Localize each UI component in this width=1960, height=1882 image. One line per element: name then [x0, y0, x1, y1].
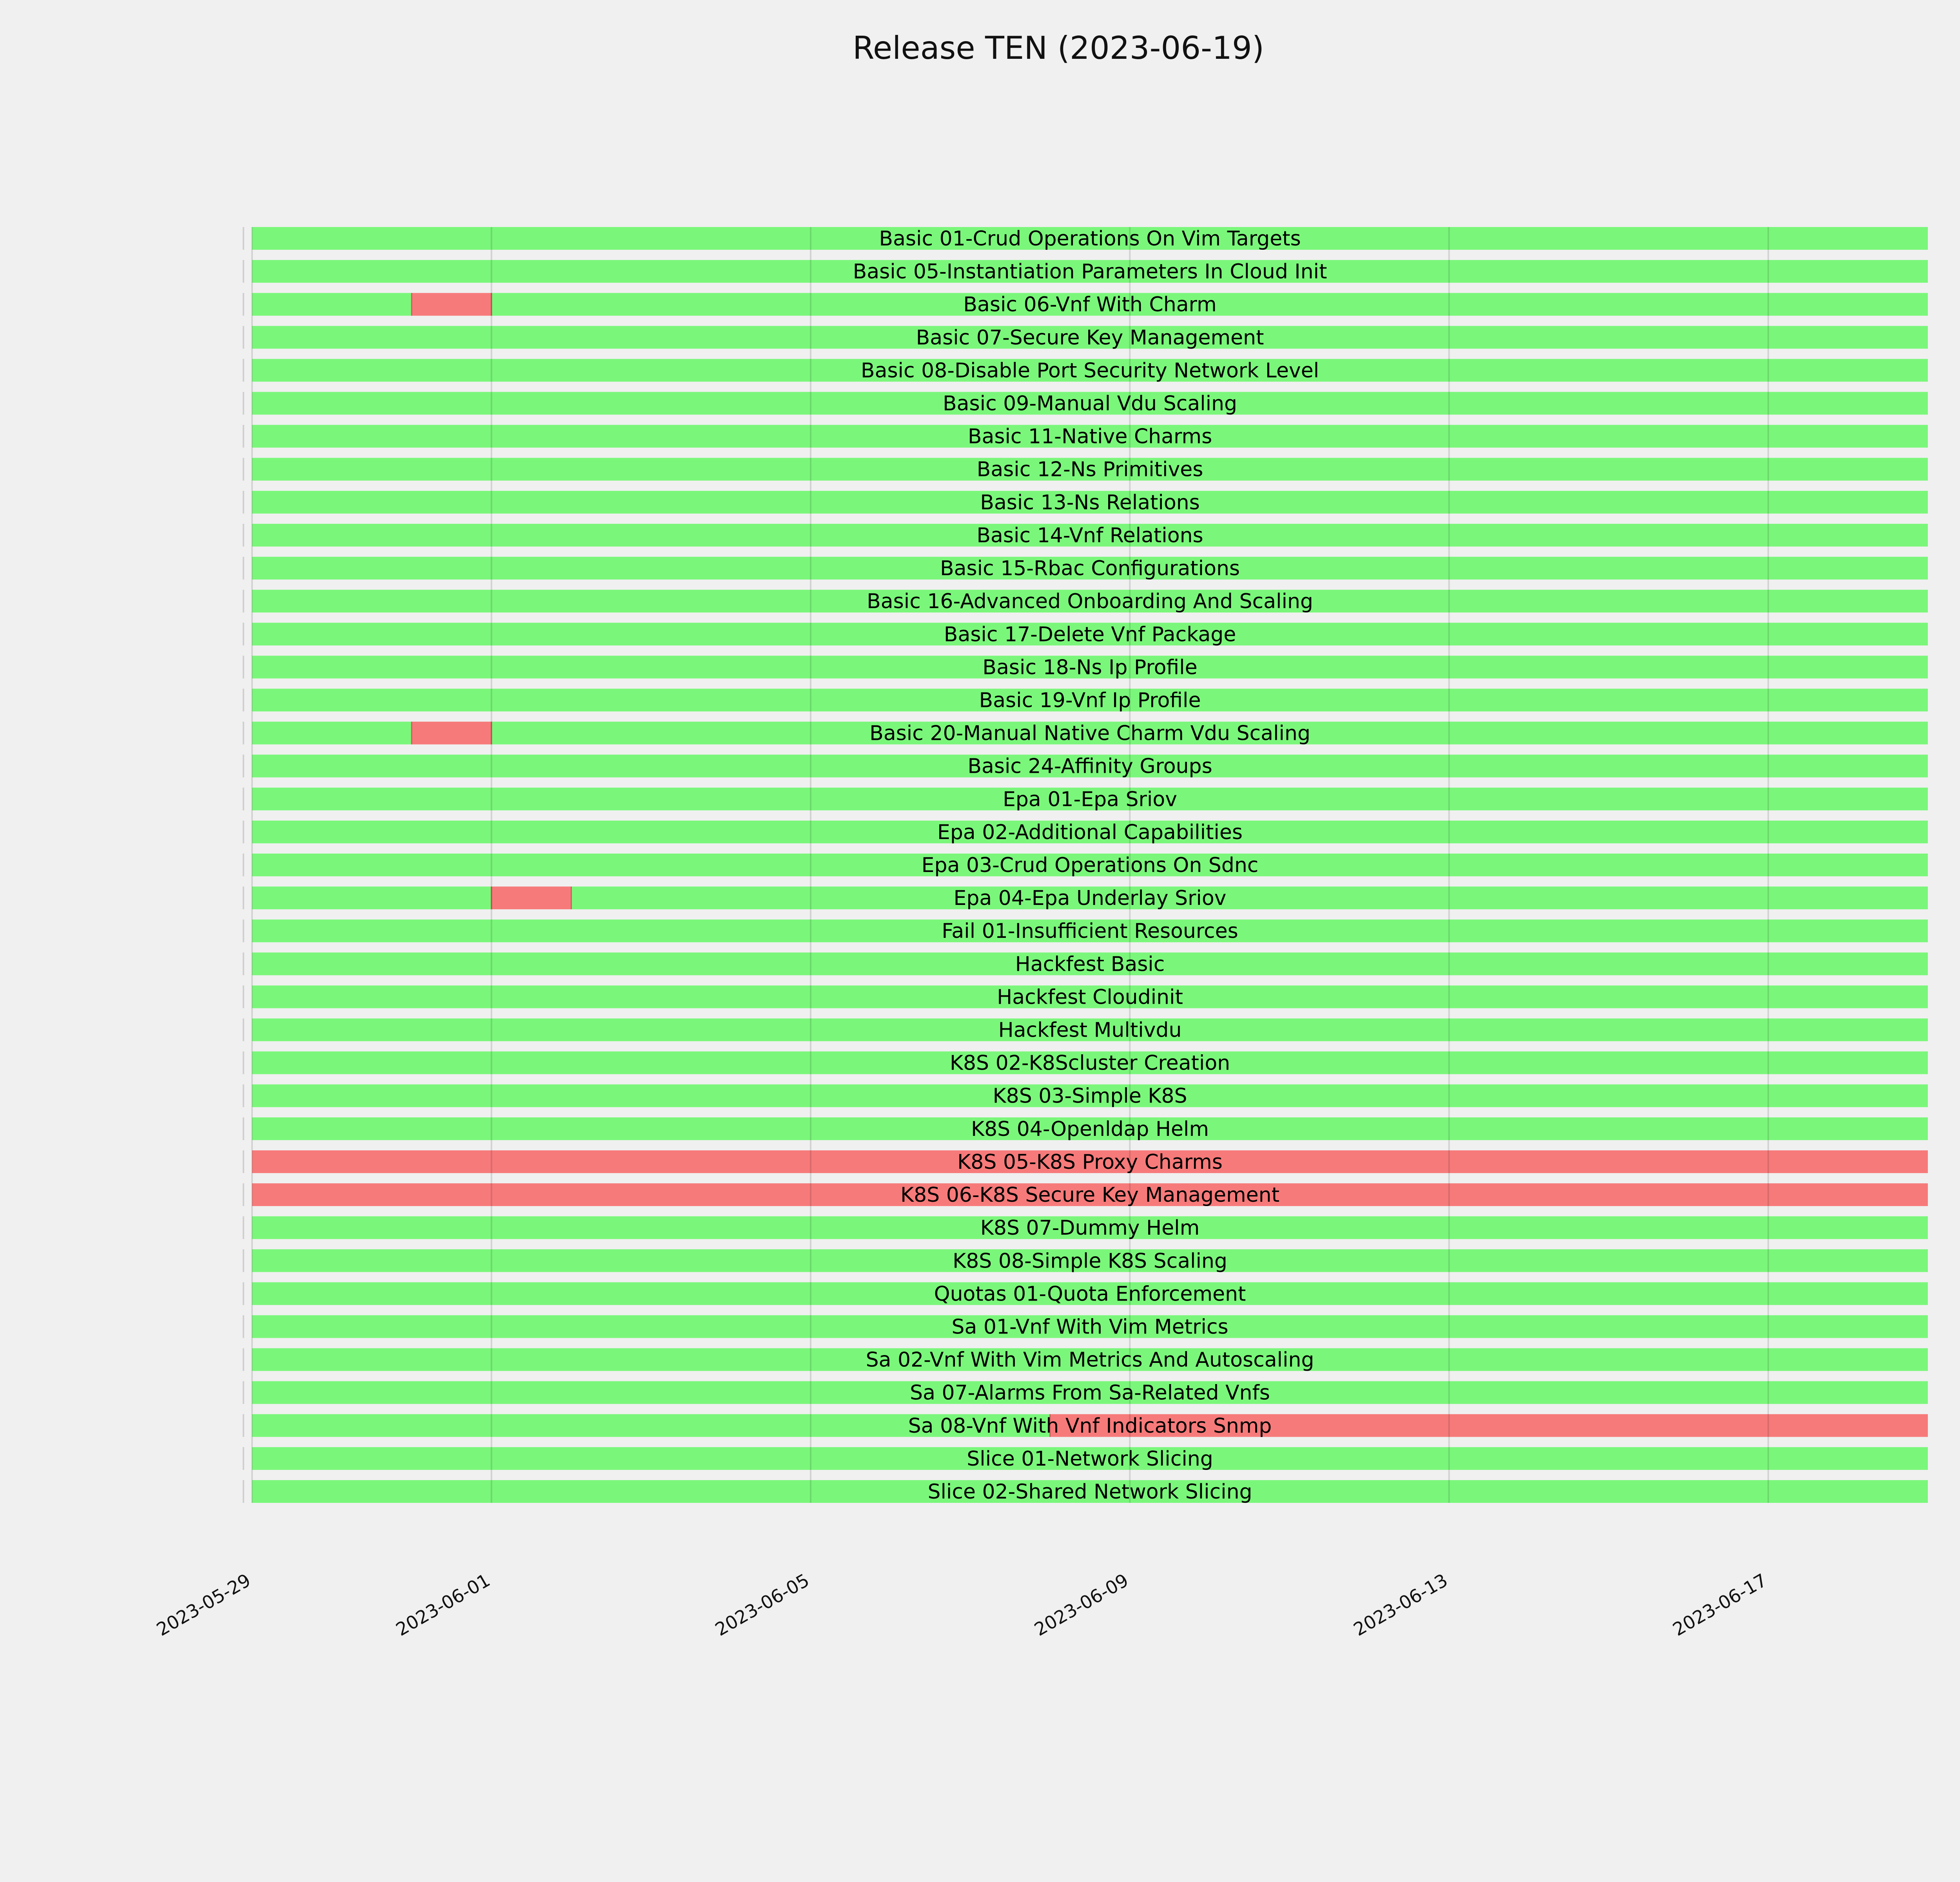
test-label: Basic 19-Vnf Ip Profile: [979, 688, 1201, 712]
bar-segment-pass: [252, 1216, 1928, 1239]
bar-segment-pass: [252, 1249, 1928, 1272]
bar-segment-fail: [252, 1150, 1928, 1173]
test-label: Epa 03-Crud Operations On Sdnc: [922, 854, 1259, 877]
bar-segment-pass: [252, 952, 1928, 976]
test-label: Basic 12-Ns Primitives: [977, 458, 1203, 481]
bar-segment-pass: [252, 787, 1928, 810]
bar-segment-pass: [252, 458, 1928, 481]
test-label: K8S 05-K8S Proxy Charms: [957, 1150, 1223, 1174]
test-label: Epa 02-Additional Capabilities: [937, 821, 1243, 844]
x-tick-label: 2023-05-29: [153, 1570, 254, 1640]
test-label: Basic 07-Secure Key Management: [916, 326, 1264, 349]
test-label: Hackfest Multivdu: [998, 1019, 1182, 1042]
bar-segment-pass: [252, 359, 1928, 382]
test-label: Basic 09-Manual Vdu Scaling: [943, 392, 1237, 416]
test-label: Basic 15-Rbac Configurations: [940, 557, 1240, 580]
test-label: Slice 02-Shared Network Slicing: [927, 1480, 1252, 1504]
bar-segment-pass: [252, 293, 412, 316]
x-tick-label: 2023-06-09: [1031, 1570, 1132, 1640]
test-label: Basic 11-Native Charms: [968, 425, 1212, 449]
bar-segment-pass: [571, 887, 1928, 910]
bar-segment-fail: [491, 887, 572, 910]
test-label: Basic 16-Advanced Onboarding And Scaling: [867, 590, 1313, 613]
test-label: Fail 01-Insufficient Resources: [942, 919, 1238, 943]
test-label: Hackfest Cloudinit: [997, 985, 1183, 1009]
bar-segment-pass: [252, 1414, 1050, 1437]
x-axis-ticks: 2023-05-29 2023-06-01 2023-06-05 2023-06-09…: [153, 1570, 1770, 1640]
bar-segment-fail: [252, 1183, 1928, 1206]
bar-segment-pass: [252, 425, 1928, 448]
test-label: K8S 07-Dummy Helm: [980, 1216, 1200, 1240]
bar-segment-pass: [252, 227, 1928, 250]
x-tick-label: 2023-06-13: [1350, 1570, 1452, 1640]
test-label: K8S 02-K8Scluster Creation: [950, 1052, 1230, 1075]
bar-segment-pass: [252, 985, 1928, 1008]
bar-segment-pass: [252, 1282, 1928, 1305]
bar-segment-pass: [491, 293, 1928, 316]
test-label: Basic 13-Ns Relations: [980, 491, 1200, 514]
bar-segment-pass: [252, 1018, 1928, 1041]
bar-segment-pass: [252, 557, 1928, 580]
bar-segment-pass: [252, 1084, 1928, 1107]
chart-title: Release TEN (2023-06-19): [853, 30, 1264, 66]
bar-segment-pass: [252, 1051, 1928, 1074]
test-label: Hackfest Basic: [1015, 952, 1165, 976]
test-label: K8S 04-Openldap Helm: [971, 1117, 1209, 1141]
bar-segment-pass: [252, 820, 1928, 843]
bar-segment-pass: [252, 1447, 1928, 1470]
bar-segment-pass: [252, 523, 1928, 547]
bar-segment-pass: [252, 1348, 1928, 1371]
bar-segment-pass: [491, 721, 1928, 745]
bar-segment-fail: [412, 721, 492, 745]
bar-segment-pass: [252, 260, 1928, 283]
x-tick-label: 2023-06-05: [711, 1570, 813, 1640]
test-label: Basic 08-Disable Port Security Network L…: [861, 359, 1319, 382]
bar-segment-fail: [412, 293, 492, 316]
test-labels: Basic 01-Crud Operations On Vim Targets B…: [853, 227, 1327, 1504]
x-tick-label: 2023-06-17: [1669, 1570, 1771, 1640]
test-label: Epa 04-Epa Underlay Sriov: [954, 887, 1227, 910]
test-label: K8S 08-Simple K8S Scaling: [953, 1249, 1227, 1273]
bar-segment-pass: [252, 590, 1928, 613]
x-tick-label: 2023-06-01: [392, 1570, 494, 1640]
bar-segment-pass: [252, 754, 1928, 778]
bar-segment-pass: [252, 887, 492, 910]
bar-segment-pass: [252, 688, 1928, 712]
bar-segment-pass: [252, 1480, 1928, 1503]
bar-segment-pass: [252, 656, 1928, 679]
test-label: Basic 06-Vnf With Charm: [963, 293, 1216, 316]
test-label: Basic 01-Crud Operations On Vim Targets: [879, 227, 1301, 251]
test-label: Sa 02-Vnf With Vim Metrics And Autoscali…: [866, 1348, 1314, 1372]
test-label: Basic 05-Instantiation Parameters In Clo…: [853, 260, 1327, 283]
bar-segment-pass: [252, 854, 1928, 876]
test-label: Basic 14-Vnf Relations: [976, 524, 1203, 547]
bar-segment-pass: [252, 392, 1928, 415]
bar-segment-pass: [252, 1117, 1928, 1140]
bar-segment-pass: [252, 721, 412, 745]
test-label: Sa 07-Alarms From Sa-Related Vnfs: [910, 1381, 1270, 1405]
test-bars: [243, 227, 1928, 1503]
test-label: Basic 17-Delete Vnf Package: [944, 623, 1236, 646]
bar-segment-pass: [252, 1381, 1928, 1404]
test-label: Quotas 01-Quota Enforcement: [934, 1282, 1246, 1306]
bar-segment-pass: [252, 490, 1928, 514]
bar-segment-pass: [252, 326, 1928, 349]
bar-segment-pass: [252, 623, 1928, 646]
test-label: Basic 18-Ns Ip Profile: [982, 656, 1197, 679]
test-label: Slice 01-Network Slicing: [967, 1447, 1213, 1471]
test-label: K8S 03-Simple K8S: [993, 1085, 1187, 1108]
bar-segment-pass: [252, 919, 1928, 943]
test-label: Sa 08-Vnf With Vnf Indicators Snmp: [908, 1414, 1272, 1438]
test-label: Sa 01-Vnf With Vim Metrics: [951, 1315, 1228, 1339]
bar-segment-pass: [252, 1315, 1928, 1338]
bar-segment-fail: [1050, 1414, 1928, 1437]
test-label: Epa 01-Epa Sriov: [1003, 788, 1177, 811]
test-label: Basic 24-Affinity Groups: [967, 755, 1212, 778]
test-label: K8S 06-K8S Secure Key Management: [900, 1183, 1279, 1207]
test-label: Basic 20-Manual Native Charm Vdu Scaling: [869, 722, 1310, 745]
grid-lines: [251, 227, 1769, 1503]
